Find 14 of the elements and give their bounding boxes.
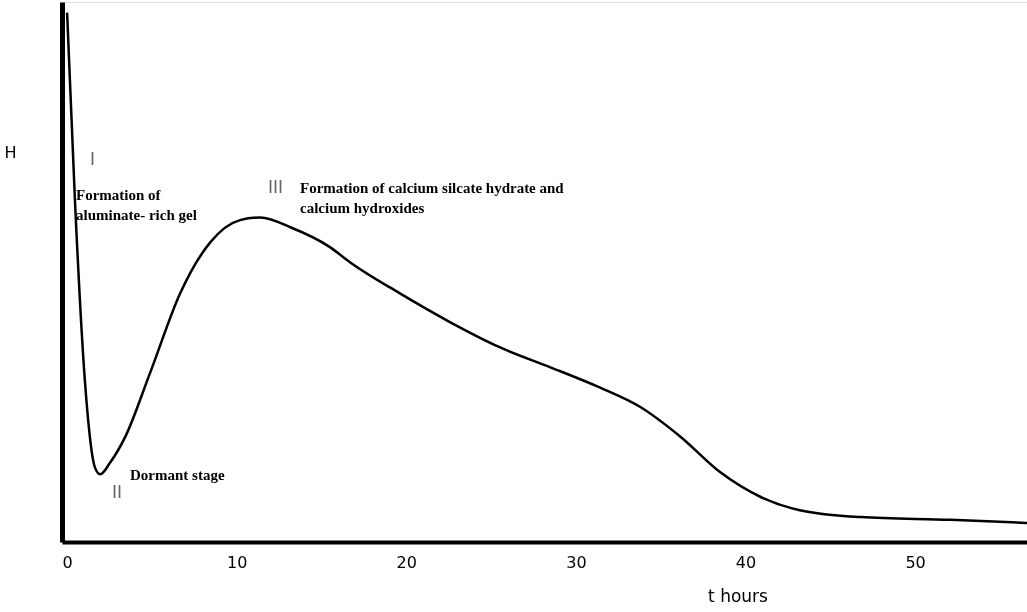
annotation: I (90, 149, 96, 169)
x-tick-label: 10 (227, 552, 248, 572)
x-tick-label: 20 (396, 552, 417, 572)
x-tick-label: 50 (905, 552, 926, 572)
annotation: II (112, 482, 123, 502)
x-tick-label: 40 (735, 552, 757, 572)
x-axis-title: t hours (708, 585, 769, 606)
annotation: Formation of aluminate- rich gel (76, 187, 197, 223)
annotation: Formation of calcium silcate hydrate and calcium hydroxides (300, 180, 565, 216)
y-axis-title: H (4, 142, 17, 162)
annotation: III (268, 177, 284, 197)
x-tick-label: 0 (62, 552, 73, 572)
x-tick-label: 30 (566, 552, 587, 572)
annotation: Dormant stage (130, 467, 225, 483)
